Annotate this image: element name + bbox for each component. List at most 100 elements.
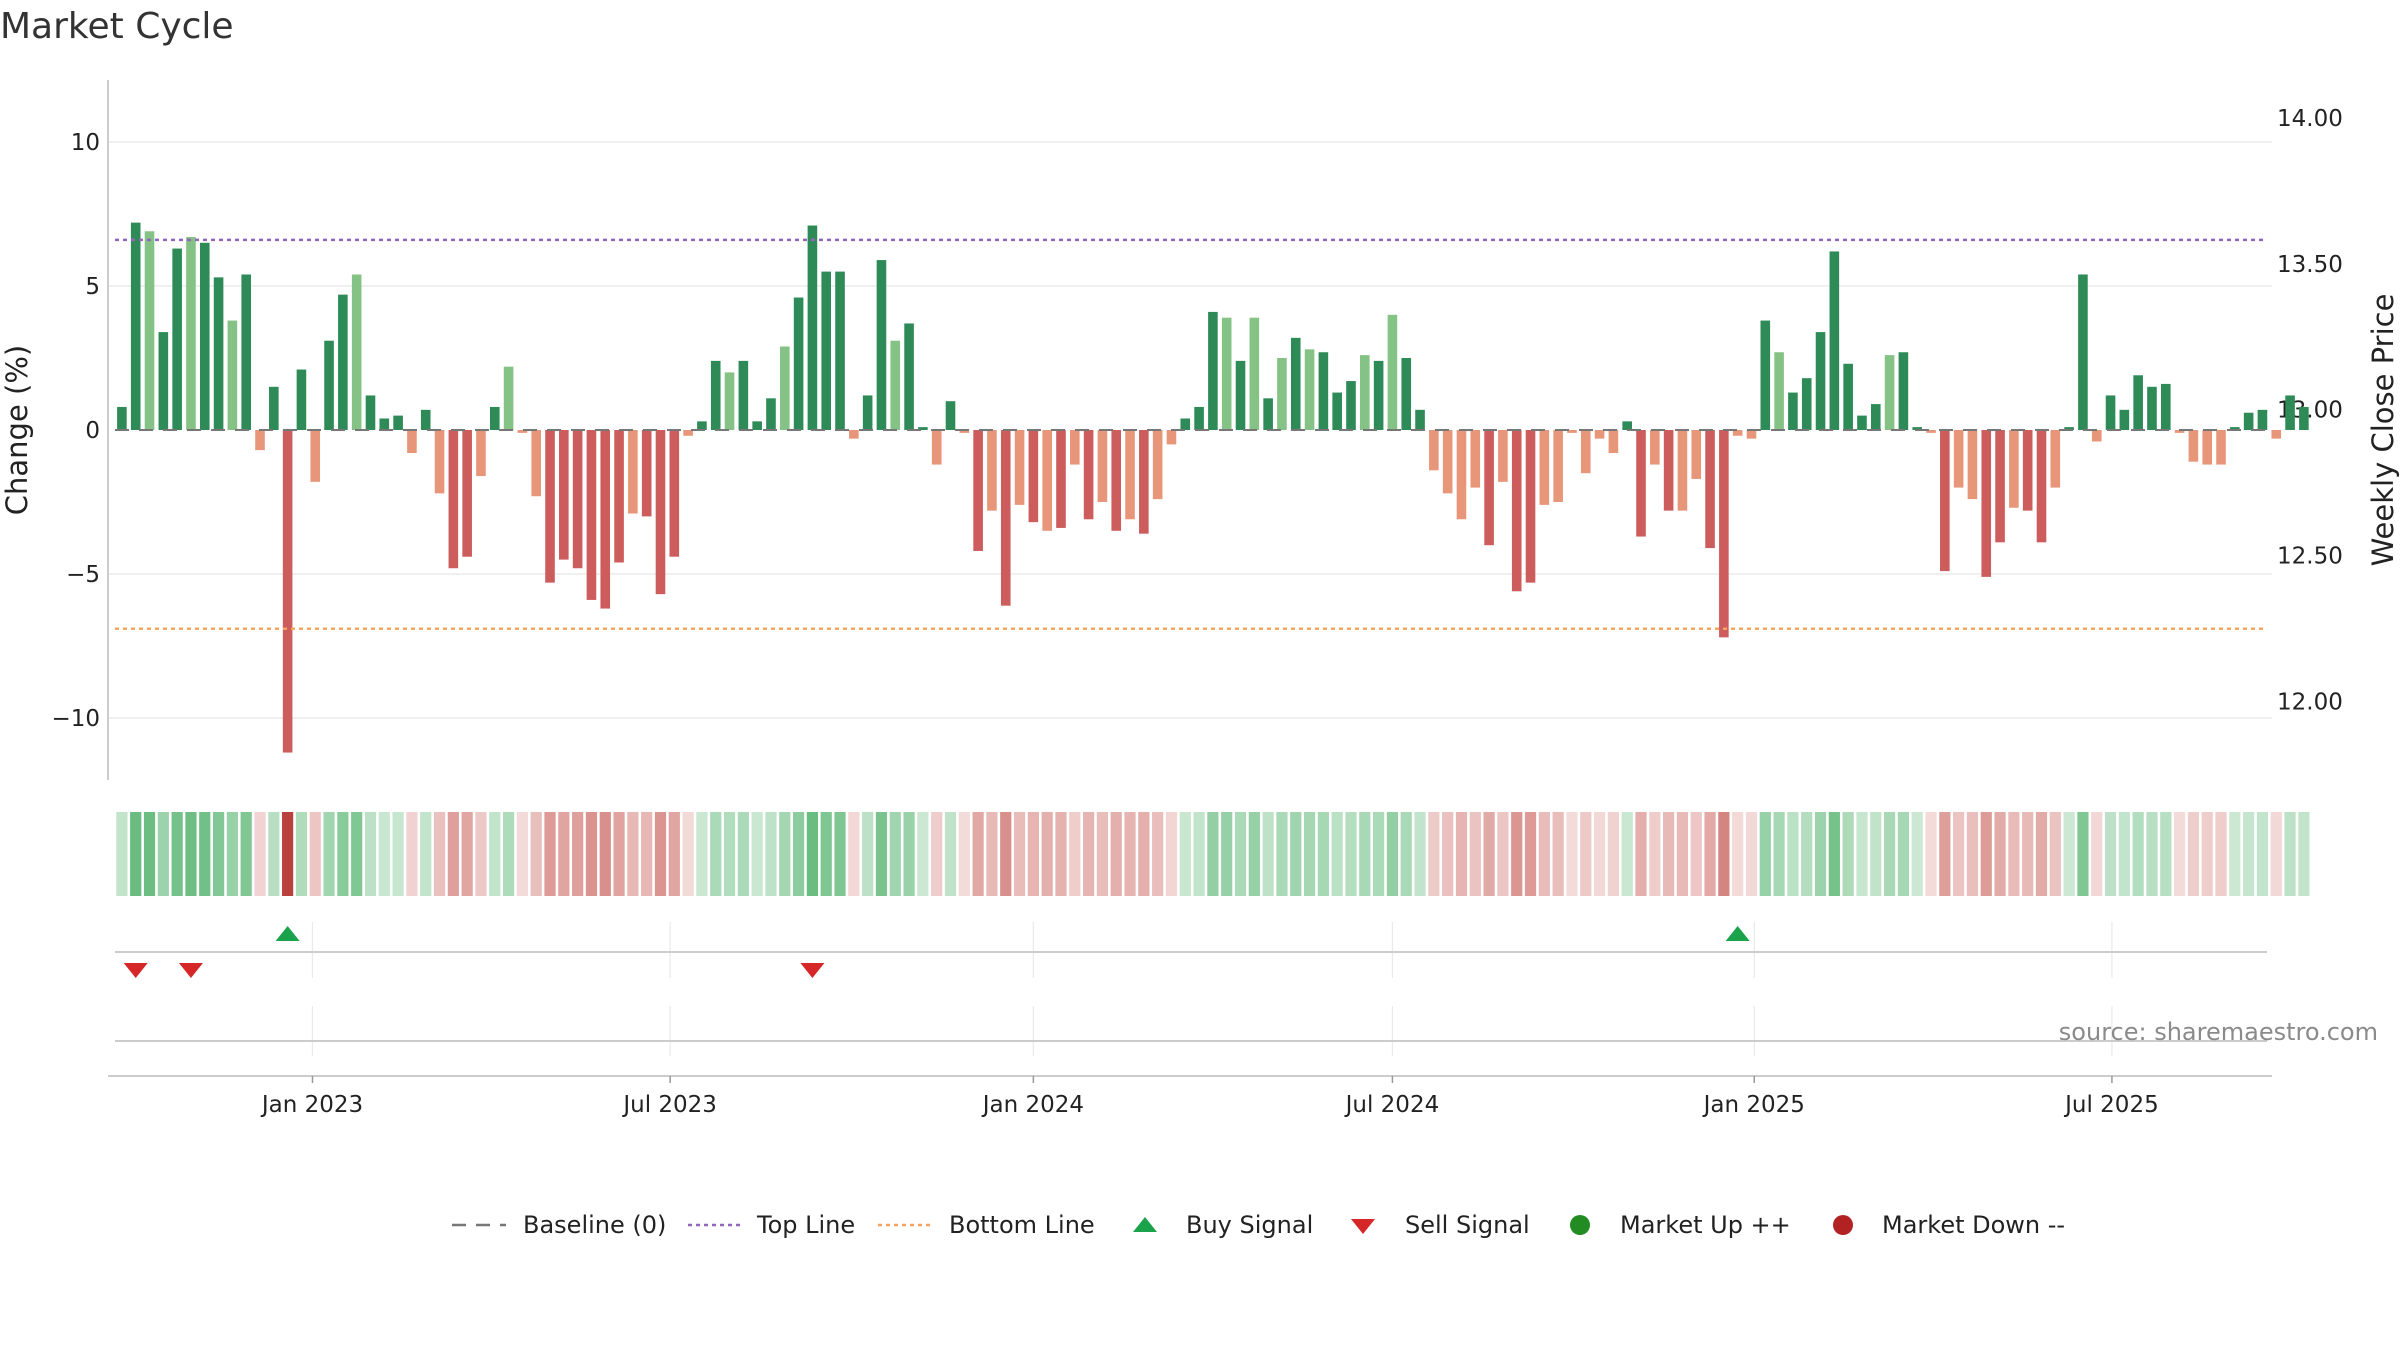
- change-bar: [241, 274, 251, 430]
- heat-cell: [2008, 812, 2020, 896]
- change-bar: [2009, 430, 2019, 508]
- source-label: source: sharemaestro.com: [2059, 1018, 2378, 1046]
- heat-cell: [903, 812, 915, 896]
- signal-band-gridlines: [311, 922, 2113, 1056]
- heat-cell: [779, 812, 791, 896]
- heat-cell: [1331, 812, 1343, 896]
- change-bar: [144, 231, 155, 430]
- change-bar: [559, 430, 569, 560]
- change-bar: [931, 430, 942, 465]
- change-bar: [1898, 352, 1909, 430]
- change-bar: [1857, 415, 1867, 430]
- change-bar: [1360, 355, 1370, 430]
- change-bar: [807, 225, 818, 430]
- heat-cell: [2187, 812, 2200, 896]
- change-bar: [1650, 430, 1660, 465]
- heat-cell: [544, 812, 556, 896]
- buy-signal-marker: [275, 926, 300, 941]
- change-bar: [1995, 430, 2005, 543]
- heat-cell: [447, 812, 459, 896]
- heat-cell: [1856, 812, 1868, 896]
- heat-cell: [1663, 812, 1675, 896]
- heat-cell: [185, 812, 197, 896]
- change-bar: [1470, 430, 1481, 488]
- change-bar: [2050, 430, 2061, 488]
- heat-cell: [1497, 812, 1509, 896]
- heat-cell: [171, 812, 183, 896]
- change-bar: [1277, 358, 1287, 430]
- change-bar: [462, 430, 472, 557]
- heat-cell: [489, 812, 501, 896]
- change-bar: [1152, 430, 1163, 500]
- heat-cell: [130, 812, 142, 896]
- heat-cell: [2215, 812, 2227, 896]
- change-bar: [1401, 358, 1412, 430]
- heat-cell: [1607, 812, 1619, 896]
- change-bar: [186, 237, 196, 430]
- change-bar: [2036, 430, 2047, 543]
- heat-cell: [986, 812, 998, 896]
- legend-item-baseline: Baseline (0): [452, 1211, 666, 1239]
- change-bar: [2064, 427, 2074, 430]
- legend-label-bottom-line: Bottom Line: [949, 1211, 1095, 1239]
- heat-cell: [585, 812, 598, 896]
- change-bar: [1553, 430, 1563, 502]
- change-bar: [255, 430, 265, 451]
- legend-label-top-line: Top Line: [756, 1211, 855, 1239]
- heat-cell: [2104, 812, 2117, 896]
- change-bar: [2105, 395, 2116, 430]
- change-bar: [517, 430, 528, 433]
- change-bar: [1884, 355, 1895, 430]
- heat-cell: [240, 812, 252, 896]
- left-y-tick-label: 10: [71, 130, 100, 156]
- change-bar: [1194, 406, 1204, 430]
- change-bar: [641, 430, 652, 517]
- heat-cell: [1883, 812, 1896, 896]
- heat-cell: [1000, 812, 1012, 896]
- change-bar: [1525, 430, 1536, 583]
- heat-cell: [1207, 812, 1219, 896]
- change-bar: [269, 386, 279, 430]
- change-bar: [1166, 430, 1177, 445]
- heat-cell: [157, 812, 169, 896]
- heat-cell: [1897, 812, 1909, 896]
- change-bar: [1332, 392, 1342, 430]
- heat-cell: [1483, 812, 1495, 896]
- heat-cell: [1621, 812, 1633, 896]
- heat-cell: [710, 812, 722, 896]
- heat-cell: [1704, 812, 1716, 896]
- x-tick-label: Jan 2023: [260, 1092, 363, 1118]
- heat-cell: [1013, 812, 1026, 896]
- change-bar: [1691, 430, 1702, 479]
- change-bar: [2202, 430, 2213, 465]
- change-bar: [2119, 409, 2130, 430]
- change-bar: [1967, 430, 1978, 500]
- heat-cell: [1414, 812, 1426, 896]
- heat-cell: [309, 812, 321, 896]
- heat-cell: [2077, 812, 2089, 896]
- heat-cell: [1635, 812, 1647, 896]
- change-bar: [821, 271, 832, 430]
- heat-cell: [682, 812, 694, 896]
- change-bar: [1594, 430, 1605, 439]
- change-bar: [1014, 430, 1025, 505]
- legend: Baseline (0) Top Line Bottom Line Buy Si…: [452, 1211, 2065, 1239]
- change-bar: [973, 430, 983, 551]
- change-bar: [1000, 430, 1011, 606]
- heat-cell: [1165, 812, 1178, 896]
- heat-cell: [1455, 812, 1468, 896]
- change-bar: [2147, 386, 2157, 430]
- change-bar: [918, 427, 928, 430]
- legend-item-bottom-line: Bottom Line: [878, 1211, 1095, 1239]
- heat-cell: [199, 812, 211, 896]
- heat-cell: [1442, 812, 1454, 896]
- legend-item-buy-signal: Buy Signal: [1133, 1211, 1313, 1239]
- change-bar: [338, 294, 348, 430]
- change-bar: [1318, 352, 1329, 430]
- change-bar: [1290, 337, 1301, 430]
- change-bar: [2188, 430, 2199, 462]
- change-bar: [365, 395, 376, 430]
- change-bar: [614, 430, 624, 563]
- change-bar: [2174, 430, 2185, 433]
- heat-cell: [143, 812, 156, 896]
